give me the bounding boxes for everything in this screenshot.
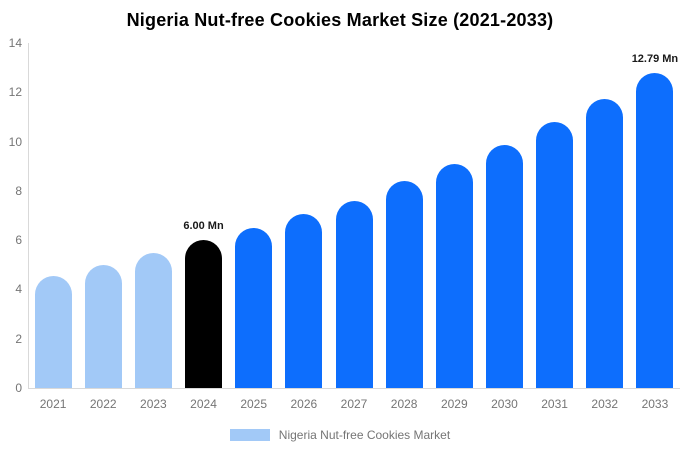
y-tick-label-10: 10 bbox=[8, 134, 22, 149]
bar-2023[interactable] bbox=[134, 252, 172, 388]
x-tick-label-2026: 2026 bbox=[290, 397, 318, 411]
bar-2025[interactable] bbox=[235, 227, 273, 388]
bar-2030[interactable] bbox=[485, 145, 523, 388]
x-tick-label-2024: 2024 bbox=[190, 397, 217, 411]
bar-2024[interactable] bbox=[185, 240, 223, 388]
bar-2033[interactable] bbox=[636, 72, 674, 388]
y-tick-label-0: 0 bbox=[15, 381, 22, 395]
x-tick-label-2022: 2022 bbox=[89, 397, 117, 411]
y-tick-label-4: 4 bbox=[15, 282, 22, 297]
legend: Nigeria Nut-free Cookies Market bbox=[0, 428, 680, 442]
bar-2022[interactable] bbox=[84, 264, 122, 388]
x-tick-label-2023: 2023 bbox=[140, 397, 167, 411]
bar-2021[interactable] bbox=[34, 275, 72, 388]
x-tick-label-2021: 2021 bbox=[39, 397, 67, 411]
x-tick-label-2031: 2031 bbox=[541, 397, 568, 411]
bar-2031[interactable] bbox=[536, 122, 574, 388]
x-axis-baseline bbox=[28, 388, 680, 389]
legend-item[interactable]: Nigeria Nut-free Cookies Market bbox=[229, 428, 451, 442]
x-tick-label-2029: 2029 bbox=[440, 397, 468, 411]
legend-swatch bbox=[229, 429, 270, 441]
bar-2028[interactable] bbox=[385, 181, 423, 388]
y-tick-label-2: 2 bbox=[15, 331, 22, 346]
bar-2029[interactable] bbox=[435, 163, 473, 388]
y-tick-label-8: 8 bbox=[15, 183, 22, 198]
x-tick-label-2030: 2030 bbox=[491, 397, 518, 411]
data-label-2033: 12.79 Mn bbox=[631, 52, 679, 65]
bar-2027[interactable] bbox=[335, 200, 373, 388]
legend-label: Nigeria Nut-free Cookies Market bbox=[278, 428, 451, 442]
bar-2032[interactable] bbox=[586, 98, 624, 388]
x-tick-label-2025: 2025 bbox=[240, 397, 268, 411]
x-tick-label-2027: 2027 bbox=[340, 397, 368, 411]
y-tick-label-12: 12 bbox=[8, 85, 22, 100]
y-tick-label-6: 6 bbox=[15, 233, 22, 248]
x-tick-label-2033: 2033 bbox=[641, 397, 669, 411]
data-label-2024: 6.00 Mn bbox=[183, 220, 224, 233]
chart-title: Nigeria Nut-free Cookies Market Size (20… bbox=[126, 10, 554, 30]
x-tick-label-2032: 2032 bbox=[591, 397, 619, 411]
y-axis-line bbox=[28, 43, 29, 388]
bar-2026[interactable] bbox=[285, 214, 323, 388]
y-tick-label-14: 14 bbox=[8, 36, 22, 50]
x-tick-label-2028: 2028 bbox=[390, 397, 418, 411]
